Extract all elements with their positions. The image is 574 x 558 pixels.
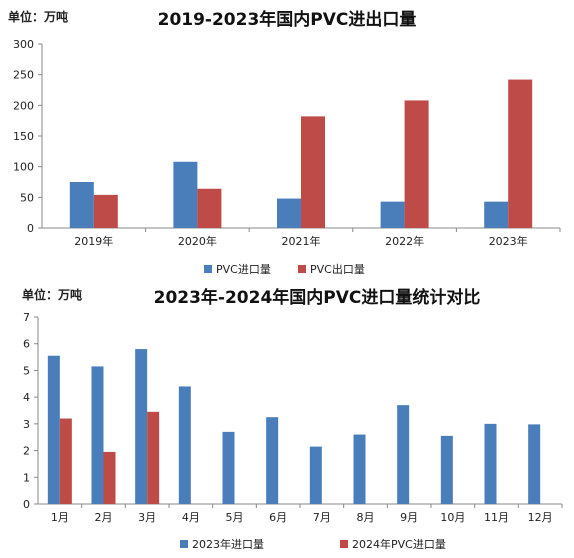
x-tick-label: 7月 [313,511,331,524]
x-tick-label: 8月 [357,511,375,524]
bar-series-1 [484,201,509,228]
legend-label: 2023年进口量 [192,537,264,551]
bar-series-2 [301,116,325,228]
y-tick-label: 150 [13,130,34,143]
bar-series-1 [528,424,541,504]
y-tick-label: 300 [13,38,34,51]
y-tick-label: 3 [23,418,30,431]
y-tick-label: 100 [13,161,34,174]
chart-panel-import-export: 单位：万吨 2019-2023年国内PVC进出口量 0 50 100 150 200 25… [8,10,561,276]
legend-label: PVC进口量 [216,263,271,276]
legend-swatch [180,540,188,548]
unit-label: 单位：万吨 [8,10,69,24]
y-tick-label: 4 [23,391,30,404]
x-tick-label: 2月 [95,511,113,524]
bar-series-2 [508,79,533,228]
legend-swatch [298,265,306,273]
bar-series-2 [59,418,72,504]
bar-series-1 [397,405,410,504]
y-tick-label: 1 [23,471,30,484]
x-tick-label: 6月 [269,511,287,524]
y-tick-label: 7 [23,311,30,324]
bar-series-1 [484,423,497,504]
y-tick-label: 200 [13,99,34,112]
x-tick-label: 10月 [440,511,465,524]
bar-chart-monthly-import: 0 1 2 3 4 5 6 7 1月 2月 3月 4月 5月 6月 7月 8月 9月 10月 11月 12月 2023年… [23,311,563,551]
legend-swatch [340,540,348,548]
bar-series-2 [147,411,160,504]
bar-series-1 [47,355,60,504]
bar-series-1 [380,201,405,228]
bar-series-2 [93,194,118,228]
bar-series-1 [69,182,94,228]
y-tick-label: 0 [23,498,30,511]
x-tick-label: 2021年 [282,234,321,248]
y-tick-label: 250 [13,69,34,82]
x-tick-label: 2023年 [489,234,528,248]
x-tick-label: 5月 [226,511,244,524]
bar-series-2 [404,100,429,228]
bar-series-1 [277,198,301,228]
x-tick-label: 3月 [138,511,156,524]
x-tick-label: 12月 [528,511,553,524]
bar-series-1 [91,366,104,504]
legend-label: PVC出口量 [310,262,365,276]
chart-title: 2023年-2024年国内PVC进口量统计对比 [153,288,481,308]
bar-series-1 [353,434,366,504]
x-tick-label: 2022年 [385,234,424,248]
legend-swatch [204,265,212,273]
x-tick-label: 1月 [51,511,69,524]
x-tick-label: 2019年 [74,234,113,248]
chart-panel-monthly-import: 单位：万吨 2023年-2024年国内PVC进口量统计对比 0 1 2 3 4 5 6 7 1月… [0,280,574,558]
bar-series-1 [222,431,235,504]
bar-series-2 [197,188,222,228]
bar-chart-import-export: 0 50 100 150 200 250 300 2019年 2020年 2021年 2022年 20… [13,38,561,276]
y-tick-label: 50 [20,191,34,204]
bar-series-1 [440,435,453,504]
bar-series-1 [173,161,198,228]
x-tick-label: 4月 [182,511,200,524]
y-tick-label: 2 [23,445,30,458]
bar-series-1 [178,386,191,504]
chart-title: 2019-2023年国内PVC进出口量 [157,10,417,30]
y-tick-label: 6 [23,338,30,351]
x-tick-label: 2020年 [178,234,217,248]
y-tick-label: 5 [23,364,30,377]
bar-series-1 [266,417,279,504]
legend-label: 2024年PVC进口量 [352,537,446,551]
y-tick-label: 0 [27,222,34,235]
bar-series-1 [135,349,148,504]
bar-series-2 [103,451,116,504]
bar-series-1 [309,446,322,504]
x-tick-label: 11月 [484,511,509,524]
x-tick-label: 9月 [400,511,418,524]
unit-label: 单位：万吨 [22,288,83,302]
